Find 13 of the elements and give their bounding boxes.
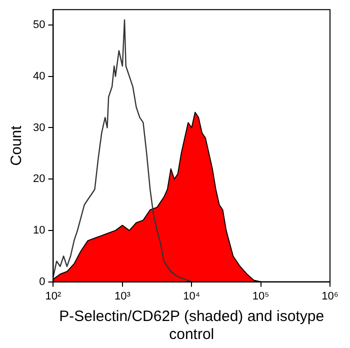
x-tick-label: 10⁴ bbox=[183, 290, 200, 302]
x-tick-label: 10² bbox=[45, 290, 62, 302]
y-axis-title: Count bbox=[8, 124, 26, 166]
x-axis-title: P-Selectin/CD62P (shaded) and isotype control bbox=[59, 308, 324, 344]
y-tick-label: 20 bbox=[32, 173, 46, 186]
y-tick-label: 50 bbox=[32, 19, 46, 32]
x-tick-label: 10⁵ bbox=[252, 290, 270, 302]
y-tick-label: 0 bbox=[39, 276, 46, 288]
y-tick-label: 10 bbox=[32, 224, 46, 236]
x-tick-label: 10³ bbox=[114, 290, 131, 302]
x-tick-label: 10⁶ bbox=[322, 290, 338, 302]
y-tick-label: 40 bbox=[32, 70, 46, 82]
y-tick-label: 30 bbox=[32, 122, 46, 134]
